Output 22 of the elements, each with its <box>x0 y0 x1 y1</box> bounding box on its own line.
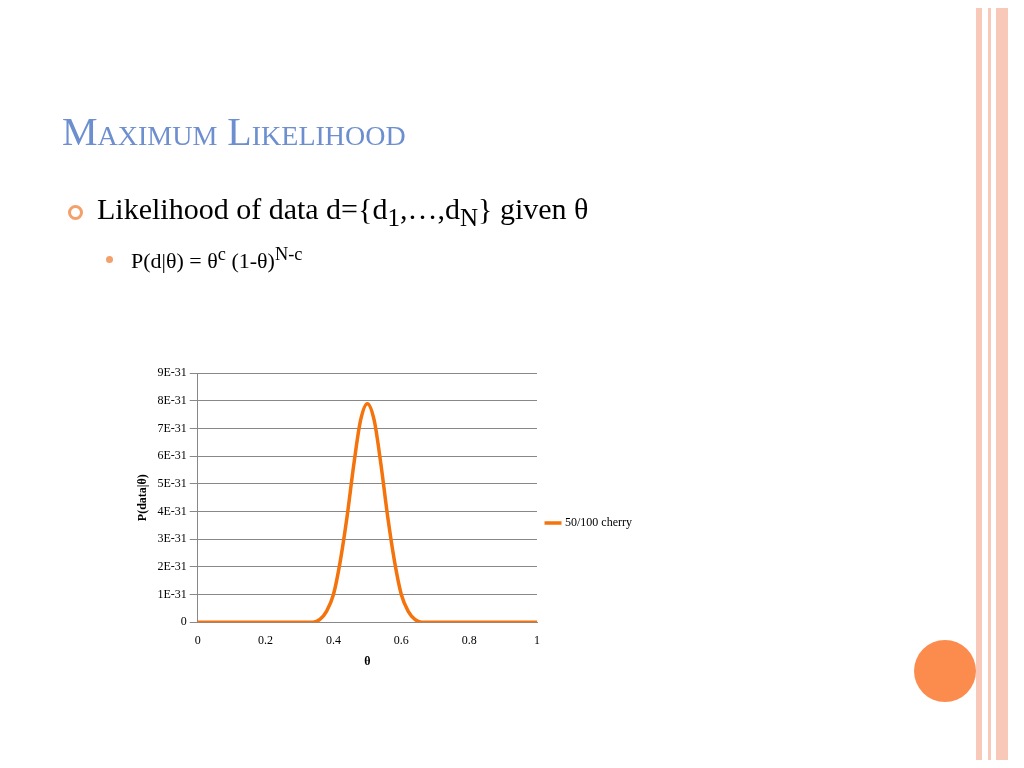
x-tick-label: 0.8 <box>461 632 477 647</box>
legend-label: 50/100 cherry <box>565 515 633 530</box>
text: P(d|θ) = θ$^{c}$ (1-θ)$^{N-c}$ <box>131 244 303 275</box>
text: Likelihood of data d={d$_{1}$,…,d$_{N}$} given θ <box>97 192 589 232</box>
chart-title: Maximum Likelihood <box>62 108 406 155</box>
x-tick-label: 0.2 <box>258 632 274 647</box>
y-tick-label: 6E-31 <box>157 448 187 463</box>
x-tick-label: 0.4 <box>325 632 341 647</box>
x-tick-label: 0.6 <box>393 632 409 647</box>
y-tick-label: 7E-31 <box>157 420 187 435</box>
y-tick-label: 9E-31 <box>157 365 187 380</box>
y-tick-label: 3E-31 <box>157 531 187 546</box>
y-tick-label: 2E-31 <box>157 559 187 574</box>
y-tick-label: 0 <box>180 614 187 629</box>
y-axis-title: P(data|θ) <box>135 474 150 522</box>
y-tick-label: 1E-31 <box>157 586 187 601</box>
y-tick-label: 8E-31 <box>157 393 187 408</box>
x-tick-label: 0 <box>194 632 201 647</box>
y-tick-label: 4E-31 <box>157 503 187 518</box>
x-axis-title: θ <box>364 653 371 668</box>
y-tick-label: 5E-31 <box>157 476 187 491</box>
x-tick-label: 1 <box>534 632 541 647</box>
